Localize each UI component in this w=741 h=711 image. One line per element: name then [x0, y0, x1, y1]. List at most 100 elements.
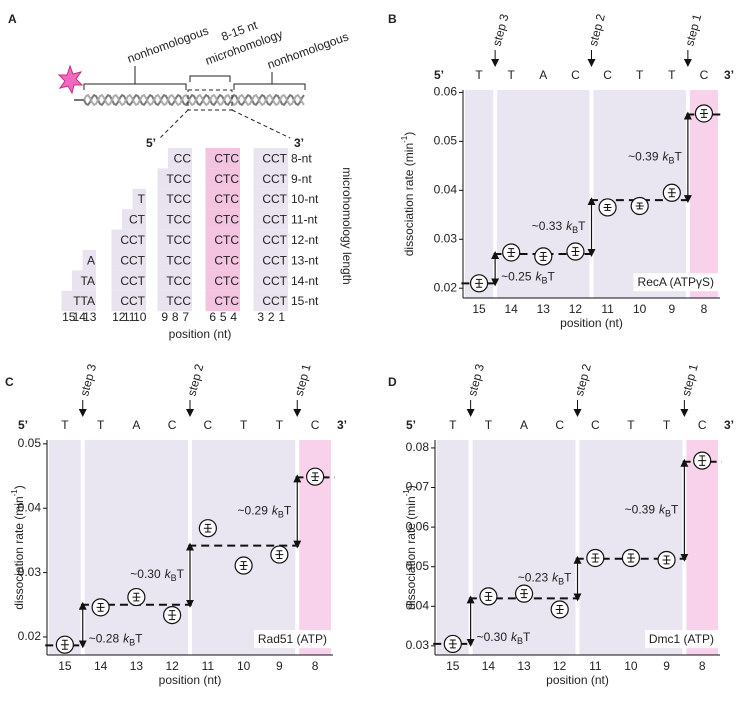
three-prime: 3’	[294, 136, 304, 150]
sequence-cell	[132, 188, 146, 210]
sequence-text: CCT	[262, 151, 287, 165]
sequence-cell	[205, 290, 240, 312]
zoom-box	[187, 89, 233, 111]
region-shade	[497, 90, 590, 298]
y-label-sup: -1	[10, 489, 19, 497]
y-label-main: dissociation rate (min	[12, 496, 26, 609]
region-shade	[579, 440, 683, 655]
y-axis-label: dissociation rate (min-1)	[402, 485, 418, 610]
x-tick-label: 13	[537, 302, 551, 316]
x-tick-label: 8	[701, 302, 708, 316]
step-label: step 1	[292, 362, 314, 398]
sequence-text: CTC	[214, 233, 239, 247]
dna-strand	[83, 93, 305, 107]
bracket	[233, 83, 306, 90]
y-axis-label: dissociation rate (min-1)	[400, 132, 416, 257]
sequence-text: CTC	[214, 192, 239, 206]
energy-unit-k: k	[165, 567, 172, 581]
sequence-text: TCC	[166, 172, 191, 186]
error-bar	[571, 247, 580, 256]
panel-label: C	[5, 375, 14, 389]
error-bar	[275, 550, 284, 559]
y-label-sup: -1	[400, 135, 409, 143]
error-bar	[132, 592, 141, 602]
sequence-text: TCC	[166, 233, 191, 247]
position-number: 7	[182, 310, 189, 324]
region-shade	[465, 90, 494, 298]
error-bar	[60, 639, 69, 650]
x-axis-label: position (nt)	[159, 673, 222, 687]
sequence-text: CCT	[120, 253, 145, 267]
y-axis-label: dissociation rate (min-1)	[10, 485, 26, 610]
error-bar	[555, 605, 564, 614]
energy-value: ~0.33	[532, 219, 563, 233]
x-axis-label: position (nt)	[169, 327, 232, 341]
energy-value: ~0.39	[625, 502, 656, 516]
energy-unit-sub: B	[517, 636, 523, 646]
x-tick-label: 12	[569, 302, 583, 316]
step-label: step 1	[682, 12, 704, 48]
energy-label: ~0.30 kBT	[477, 630, 531, 646]
error-bar	[635, 202, 644, 210]
sequence-cell	[111, 270, 146, 291]
error-bar	[96, 603, 105, 612]
sequence-cell	[205, 209, 240, 230]
sequence-letter: C	[311, 418, 320, 432]
panel-label: B	[388, 12, 397, 26]
position-number: 8	[172, 310, 179, 324]
error-bar	[662, 555, 671, 565]
sequence-text: CTC	[214, 294, 239, 308]
energy-label: ~0.39 kBT	[628, 149, 682, 165]
sequence-letter: C	[204, 418, 213, 432]
x-tick-label: 10	[624, 659, 638, 673]
sequence-cell	[253, 188, 288, 210]
energy-unit-t: T	[671, 502, 679, 516]
row-label: 9-nt	[291, 172, 312, 186]
y-tick-label: 0.03	[434, 231, 458, 245]
row-label: 13-nt	[291, 253, 319, 267]
y-tick-label: 0.04	[406, 598, 430, 612]
sequence-letter: A	[520, 418, 528, 432]
y-tick-label: 0.07	[406, 480, 430, 494]
sequence-text: CCT	[120, 233, 145, 247]
position-number: 3	[257, 310, 264, 324]
sequence-cell	[253, 290, 288, 312]
sequence-letter: T	[485, 418, 493, 432]
position-number: 13	[83, 310, 97, 324]
position-number: 14	[73, 310, 87, 324]
y-tick-label: 0.02	[434, 280, 458, 294]
sequence-letter: A	[132, 418, 140, 432]
sequence-cell	[72, 270, 96, 291]
x-tick-label: 15	[58, 659, 72, 673]
sequence-letter: C	[698, 418, 707, 432]
y-tick-label: 0.05	[406, 559, 430, 573]
sequence-cell	[61, 290, 96, 312]
x-tick-label: 9	[276, 659, 283, 673]
error-bar	[667, 188, 676, 198]
row-label: 15-nt	[291, 294, 319, 308]
region-shade	[49, 440, 81, 655]
sequence-letter: T	[668, 68, 676, 82]
error-bar	[239, 561, 248, 570]
energy-unit-t: T	[675, 149, 683, 163]
condition-label: Rad51 (ATP)	[258, 632, 327, 646]
sequence-text: A	[87, 253, 95, 267]
condition-label: RecA (ATPγS)	[638, 275, 714, 289]
error-bar	[603, 204, 612, 211]
sequence-text: CCT	[262, 274, 287, 288]
x-tick-label: 15	[446, 659, 460, 673]
y-tick-label: 0.06	[406, 519, 430, 533]
error-bar	[448, 639, 457, 649]
step-label: step 3	[490, 12, 512, 48]
sequence-letter: C	[591, 418, 600, 432]
sequence-letter: C	[168, 418, 177, 432]
bracket	[83, 83, 187, 90]
sequence-cell	[82, 250, 96, 271]
sequence-letter: C	[555, 418, 564, 432]
x-tick-label: 12	[553, 659, 567, 673]
sequence-letter: A	[539, 68, 547, 82]
sequence-text: CCT	[120, 274, 145, 288]
region-shade	[472, 440, 576, 655]
x-tick-label: 13	[130, 659, 144, 673]
panel-label: A	[8, 12, 17, 26]
